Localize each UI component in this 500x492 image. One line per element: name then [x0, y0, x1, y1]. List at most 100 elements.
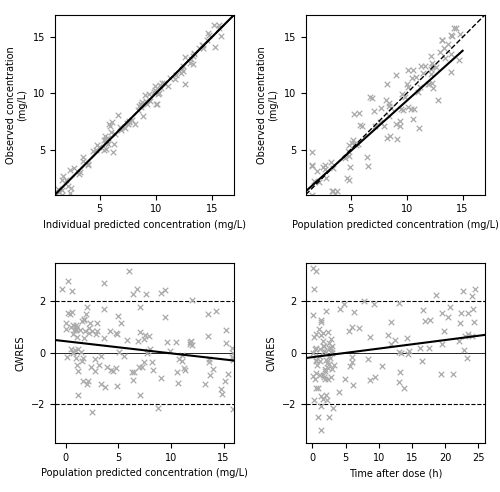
Point — [399, 106, 407, 114]
Point — [161, 286, 169, 294]
Point — [178, 351, 186, 359]
Point — [470, 318, 478, 326]
Point — [103, 363, 111, 371]
Point — [429, 85, 437, 92]
Point — [211, 43, 219, 51]
X-axis label: Individual predicted concentration (mg/L): Individual predicted concentration (mg/L… — [43, 220, 246, 230]
Point — [321, 375, 329, 383]
Point — [321, 367, 329, 375]
Point — [156, 81, 164, 89]
Point — [74, 391, 82, 399]
Point — [408, 115, 416, 123]
Point — [438, 340, 446, 348]
Point — [140, 332, 148, 339]
Point — [319, 395, 327, 403]
Point — [446, 50, 454, 58]
Point — [459, 287, 467, 295]
Point — [160, 79, 168, 87]
Point — [204, 358, 212, 366]
Point — [468, 292, 475, 300]
Point — [395, 378, 403, 386]
Point — [418, 357, 426, 365]
Point — [143, 100, 151, 108]
Point — [418, 69, 426, 77]
Point — [202, 35, 210, 43]
Point — [386, 102, 394, 110]
Point — [427, 65, 435, 73]
Point — [104, 140, 112, 148]
Point — [388, 104, 396, 112]
Point — [312, 369, 320, 377]
Point — [116, 123, 124, 131]
Point — [329, 404, 337, 412]
Point — [85, 324, 93, 332]
Point — [90, 355, 98, 363]
Point — [54, 185, 62, 193]
Point — [143, 349, 151, 357]
Point — [222, 327, 230, 335]
Point — [102, 136, 110, 144]
Point — [106, 327, 114, 335]
Point — [66, 310, 74, 318]
Point — [69, 321, 77, 329]
Point — [448, 32, 456, 40]
Point — [125, 118, 133, 126]
Point — [74, 367, 82, 375]
Point — [98, 352, 106, 360]
Point — [78, 153, 86, 161]
Point — [64, 182, 72, 190]
Point — [446, 68, 454, 76]
Point — [396, 349, 404, 357]
Point — [358, 122, 366, 130]
Point — [470, 305, 478, 313]
Point — [66, 323, 74, 331]
Point — [310, 285, 318, 293]
Point — [312, 357, 320, 365]
Point — [392, 120, 400, 127]
Point — [424, 344, 432, 352]
Point — [364, 154, 372, 161]
Point — [224, 370, 232, 378]
Point — [215, 24, 223, 32]
Point — [156, 289, 164, 297]
Point — [80, 315, 88, 323]
Point — [325, 339, 333, 347]
Point — [113, 330, 121, 338]
Point — [180, 365, 188, 372]
Point — [77, 348, 85, 356]
Point — [386, 132, 394, 140]
Point — [171, 75, 179, 83]
Point — [405, 347, 413, 355]
Point — [315, 325, 323, 333]
Point — [79, 354, 87, 362]
Point — [66, 345, 74, 353]
Point — [217, 31, 225, 39]
Point — [328, 365, 336, 373]
Point — [360, 297, 368, 305]
Y-axis label: Observed concentration
(mg/L): Observed concentration (mg/L) — [6, 46, 28, 163]
Point — [172, 71, 180, 79]
Point — [76, 327, 84, 335]
Point — [74, 361, 82, 369]
Point — [456, 319, 464, 327]
Point — [450, 25, 458, 32]
Point — [398, 105, 406, 113]
Point — [116, 319, 124, 327]
Point — [336, 388, 344, 396]
Point — [137, 101, 145, 109]
Point — [204, 29, 212, 37]
Point — [352, 141, 360, 149]
Point — [58, 176, 66, 184]
Point — [80, 334, 88, 342]
Point — [316, 371, 324, 379]
Point — [438, 36, 446, 44]
Point — [378, 362, 386, 370]
Point — [180, 366, 188, 374]
Point — [142, 97, 150, 105]
Point — [62, 319, 70, 327]
Point — [312, 344, 320, 352]
Point — [102, 138, 110, 146]
Point — [74, 345, 82, 353]
Point — [70, 164, 78, 172]
Point — [189, 53, 197, 61]
